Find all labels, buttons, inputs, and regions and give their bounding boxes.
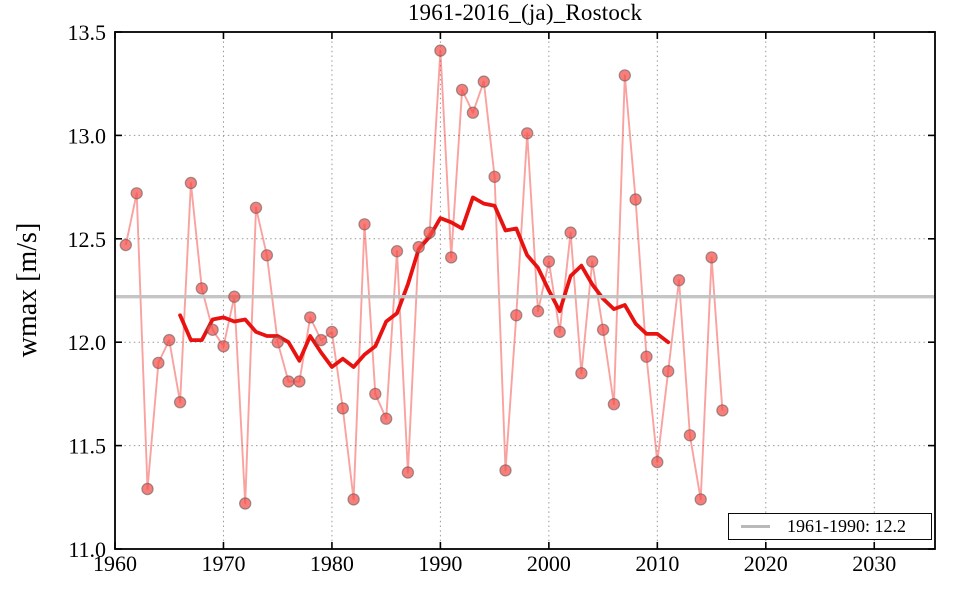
data-point-1986 [390, 244, 404, 258]
data-point-1979 [314, 333, 328, 347]
data-point-2009 [640, 350, 653, 363]
data-point-1984 [369, 387, 382, 401]
data-point-2011 [662, 365, 675, 378]
data-point-1966 [173, 396, 187, 409]
x-tick-label: 1990 [418, 551, 462, 576]
data-point-2015 [705, 251, 718, 264]
data-point-1963 [141, 482, 154, 496]
legend: 1961-1990: 12.2 [728, 513, 932, 540]
x-tick-label: 1970 [201, 551, 245, 576]
data-point-1995 [488, 170, 501, 183]
data-point-1991 [445, 251, 458, 264]
data-point-2007 [618, 69, 632, 82]
data-point-1978 [304, 311, 317, 324]
data-point-1967 [184, 176, 198, 190]
x-tick-label: 1980 [310, 551, 354, 576]
data-point-1988 [412, 240, 425, 254]
x-tick-label: 2030 [852, 551, 896, 576]
x-tick-label: 2000 [527, 551, 571, 576]
data-point-1973 [249, 201, 263, 214]
data-point-1969 [206, 323, 219, 336]
y-tick-label: 12.5 [68, 227, 107, 252]
y-tick-label: 11.0 [68, 537, 106, 562]
data-point-1997 [510, 309, 523, 322]
data-point-2012 [672, 274, 686, 287]
x-tick-label: 1960 [93, 551, 137, 576]
chart-title: 1961-2016_(ja)_Rostock [407, 0, 643, 25]
axes-border [114, 31, 936, 550]
data-point-1996 [499, 464, 512, 477]
data-point-1998 [521, 127, 534, 140]
y-tick-label: 11.5 [68, 434, 106, 459]
data-point-1970 [217, 340, 230, 353]
running-mean-line [178, 195, 671, 369]
data-point-1976 [282, 375, 295, 388]
data-point-1965 [162, 333, 176, 347]
data-point-1962 [130, 187, 143, 200]
data-point-1977 [293, 375, 306, 388]
data-point-1980 [325, 325, 339, 339]
y-tick-label: 13.5 [68, 20, 107, 45]
data-point-1972 [238, 497, 252, 510]
data-point-1968 [195, 282, 208, 295]
data-point-2005 [596, 323, 610, 336]
annual-series-line [124, 49, 724, 505]
data-point-2003 [575, 367, 588, 380]
data-point-2014 [694, 493, 707, 506]
data-point-1971 [228, 290, 241, 303]
data-point-1985 [380, 412, 393, 425]
legend-label: 1961-1990: 12.2 [787, 516, 906, 536]
data-point-2013 [683, 429, 697, 442]
data-point-2001 [553, 325, 566, 339]
data-point-2000 [542, 255, 556, 268]
data-point-1975 [271, 336, 284, 349]
data-point-1989 [423, 226, 436, 239]
data-point-1974 [260, 249, 274, 262]
data-point-2008 [629, 193, 642, 206]
data-point-1964 [152, 356, 165, 370]
y-tick-label: 12.0 [68, 330, 107, 355]
x-tick-label: 2010 [635, 551, 679, 576]
data-point-1999 [531, 305, 545, 318]
data-point-1987 [401, 466, 415, 479]
y-tick-label: 13.0 [68, 123, 107, 148]
data-point-1961 [119, 238, 133, 252]
data-point-2004 [586, 255, 599, 268]
data-point-1983 [358, 218, 371, 231]
data-point-2006 [607, 398, 621, 411]
data-point-1994 [477, 75, 490, 88]
data-point-1990 [434, 44, 447, 57]
reference-line-swatch [741, 524, 770, 529]
data-point-1981 [336, 402, 349, 415]
data-point-1992 [455, 83, 469, 97]
x-tick-label: 2020 [744, 551, 788, 576]
data-point-2010 [651, 455, 664, 469]
data-point-1982 [347, 493, 360, 506]
data-point-1993 [466, 106, 480, 119]
data-point-2016 [716, 404, 729, 417]
data-point-2002 [564, 226, 577, 239]
